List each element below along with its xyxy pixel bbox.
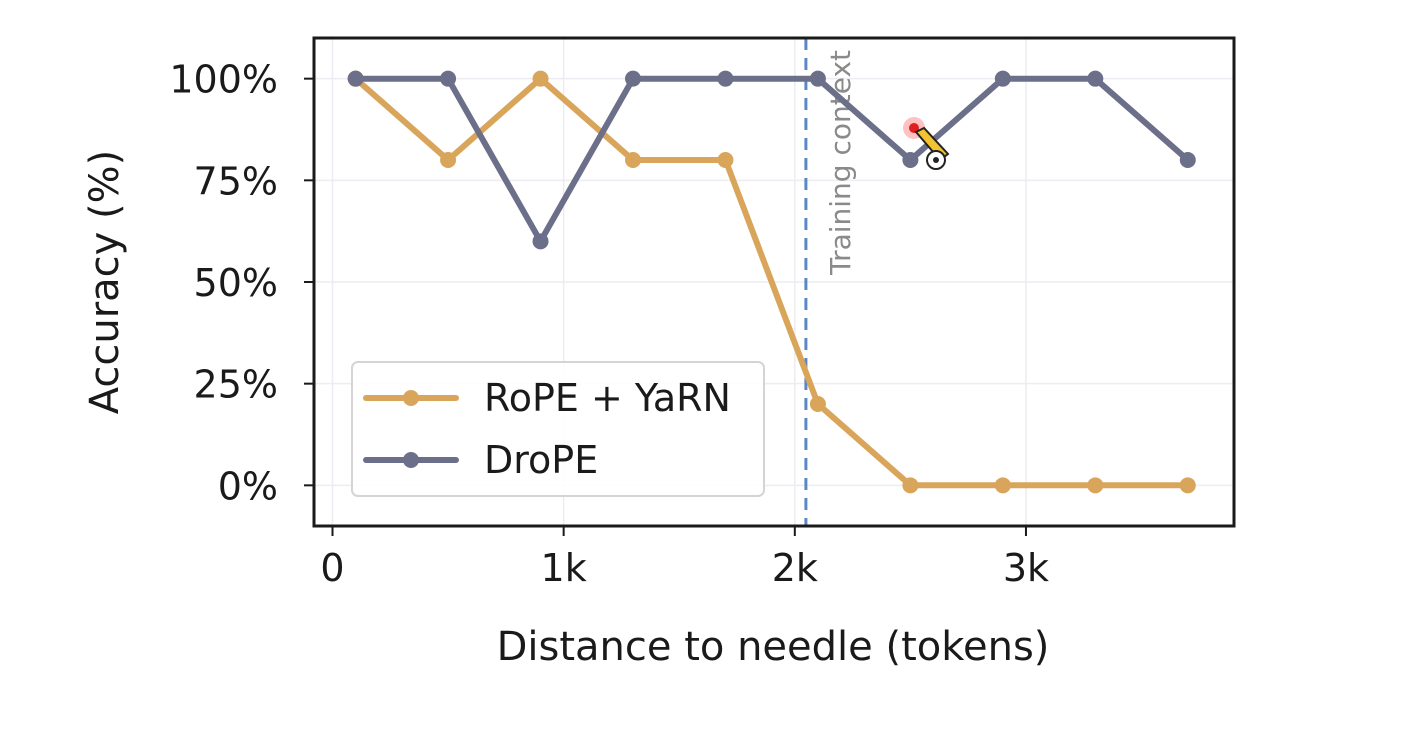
legend-entry-label: RoPE + YaRN	[484, 376, 731, 420]
series-point-2	[902, 152, 919, 168]
series-point-2	[717, 70, 734, 87]
x-axis-label: Distance to needle (tokens)	[497, 624, 1050, 670]
series-point-1	[994, 477, 1011, 494]
x-tick-label: 2k	[772, 546, 818, 590]
series-point-1	[624, 152, 641, 168]
series-point-1	[532, 70, 549, 87]
plot-frame	[312, 36, 1236, 528]
pencil-cursor-icon	[903, 117, 950, 170]
y-tick-label: 75%	[194, 159, 278, 203]
series-point-2	[347, 70, 364, 87]
legend-entry-label: DroPE	[484, 438, 598, 482]
series-layer	[347, 70, 1196, 494]
series-point-2	[440, 70, 457, 87]
series-point-2	[624, 70, 641, 87]
y-tick-label: 0%	[218, 464, 278, 508]
y-tick-label: 25%	[194, 363, 278, 407]
series-point-1	[1087, 477, 1104, 494]
axes-layer: 0 1k 2k 3k 0% 25% 50% 75% 100%	[169, 36, 1236, 590]
y-tick-label: 50%	[194, 261, 278, 305]
series-point-1	[809, 396, 826, 412]
series-line-2	[352, 75, 1191, 245]
legend-layer: RoPE + YaRN DroPE	[351, 361, 765, 497]
series-point-1	[440, 152, 457, 168]
x-tick-label: 0	[320, 546, 344, 590]
series-point-2	[809, 70, 826, 87]
series-point-1	[717, 152, 734, 168]
series-point-1	[902, 477, 919, 494]
series-point-2	[1087, 70, 1104, 87]
x-tick-label: 3k	[1003, 546, 1049, 590]
series-line-1	[352, 75, 1191, 489]
training-context-label: Training context	[824, 50, 857, 276]
x-tick-label: 1k	[541, 546, 587, 590]
series-point-2	[1179, 152, 1196, 168]
y-axis-label: Accuracy (%)	[82, 150, 128, 415]
series-point-1	[1179, 477, 1196, 494]
y-tick-label: 100%	[169, 58, 278, 102]
series-point-2	[994, 70, 1011, 87]
legend-swatch-marker	[403, 390, 419, 406]
series-point-2	[532, 233, 549, 250]
legend-swatch-marker	[403, 452, 419, 468]
